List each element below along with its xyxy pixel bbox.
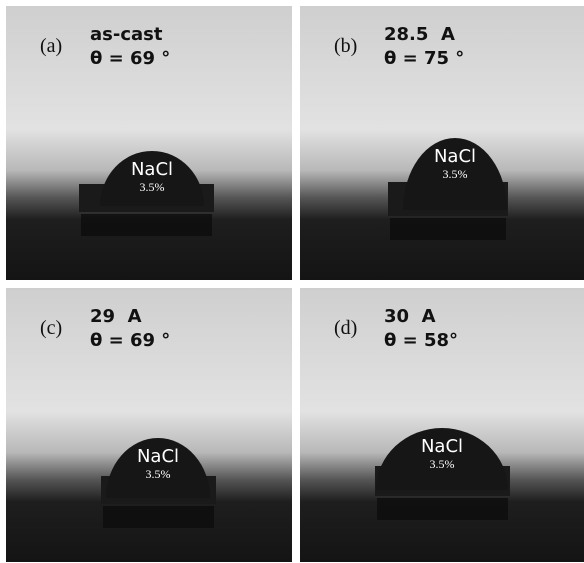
contact-angle: θ = 58° (384, 330, 458, 351)
concentration: 3.5% (140, 180, 165, 194)
contact-angle: θ = 75 ° (384, 48, 464, 69)
contact-angle: θ = 69 ° (90, 48, 170, 69)
concentration: 3.5% (430, 457, 455, 471)
figure: NaCl3.5%(a)as-castθ = 69 °NaCl3.5%(b)28.… (0, 0, 584, 563)
condition: 29 A (90, 306, 142, 327)
droplet-label: NaCl (434, 146, 476, 167)
panel-label: (d) (334, 317, 357, 339)
reflection (81, 214, 212, 236)
concentration: 3.5% (443, 167, 468, 181)
reflection (377, 498, 508, 520)
panel-label: (a) (40, 35, 62, 57)
condition: 30 A (384, 306, 436, 327)
droplet-label: NaCl (131, 159, 173, 180)
condition: as-cast (90, 24, 163, 45)
condition: 28.5 A (384, 24, 455, 45)
panel-label: (c) (40, 317, 62, 339)
reflection (390, 218, 506, 240)
panel-label: (b) (334, 35, 357, 57)
droplet-label: NaCl (421, 436, 463, 457)
concentration: 3.5% (146, 467, 171, 481)
reflection (103, 506, 214, 528)
contact-angle: θ = 69 ° (90, 330, 170, 351)
droplet-label: NaCl (137, 446, 179, 467)
